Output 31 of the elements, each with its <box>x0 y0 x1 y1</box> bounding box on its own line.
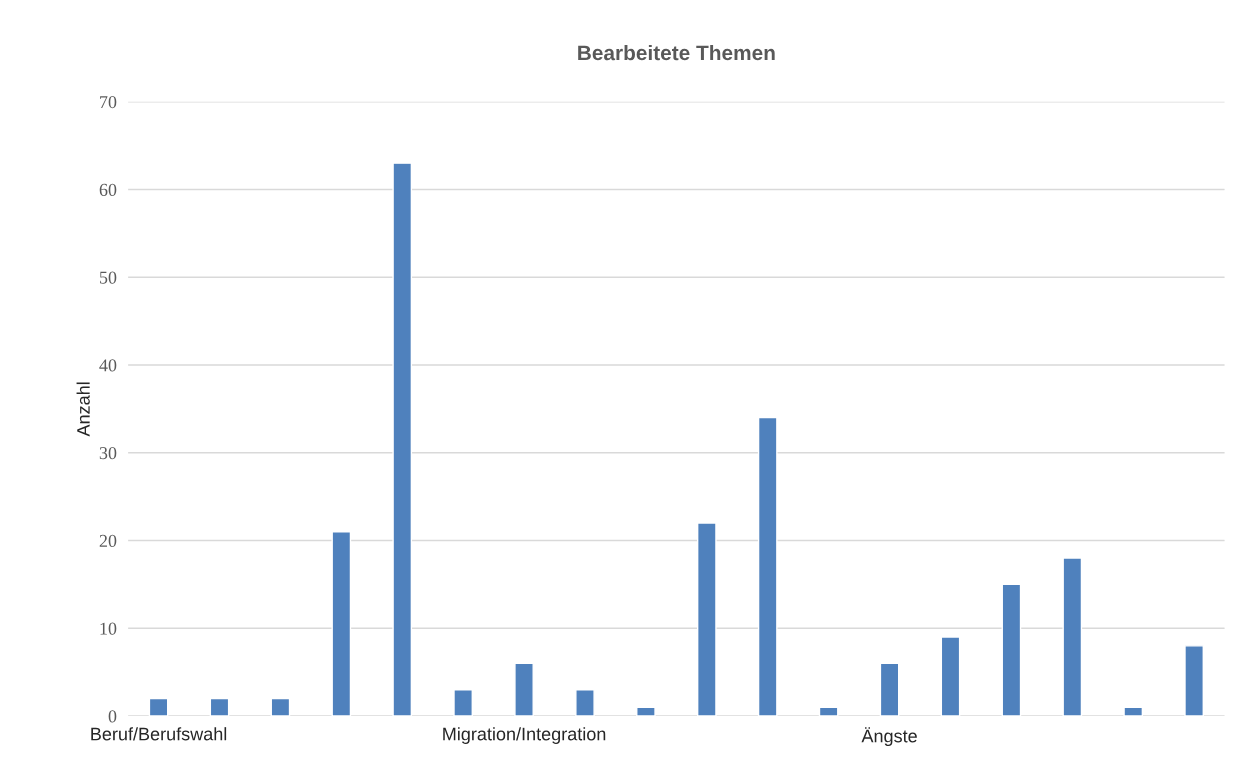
bar <box>1001 583 1022 717</box>
bar <box>453 689 473 717</box>
bar <box>757 416 778 717</box>
y-tick-label: 50 <box>99 271 117 284</box>
bar <box>1123 706 1144 717</box>
bar <box>696 522 717 717</box>
y-axis-title: Anzahl <box>76 382 90 437</box>
y-tick-label: 70 <box>100 96 117 109</box>
bar <box>331 531 352 717</box>
bar <box>270 697 291 717</box>
bar <box>392 162 413 717</box>
y-tick-label: 0 <box>108 710 117 723</box>
y-tick-label: 60 <box>99 183 117 196</box>
bar <box>940 636 961 717</box>
y-tick-label: 20 <box>99 534 117 547</box>
x-tick-label: Ängste <box>861 727 917 747</box>
bar <box>575 689 595 717</box>
x-tick-label: Migration/Integration <box>443 727 606 744</box>
y-tick-label: 30 <box>99 447 117 460</box>
bar <box>209 697 230 717</box>
bar <box>818 706 839 717</box>
y-tick-label: 40 <box>99 359 117 372</box>
bar <box>1184 645 1204 717</box>
chart-title: Bearbeitete Themen <box>578 44 775 61</box>
bar <box>636 706 656 717</box>
bar <box>514 662 534 717</box>
x-tick-label: Beruf/Berufswahl <box>91 727 227 741</box>
bar <box>148 697 169 717</box>
bar <box>879 662 900 717</box>
bar <box>1062 557 1083 717</box>
y-tick-label: 10 <box>100 622 117 635</box>
